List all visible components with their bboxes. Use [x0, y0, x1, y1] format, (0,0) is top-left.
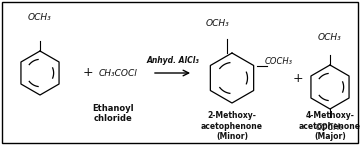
Text: 4-Methoxy-
acetophenone
(Major): 4-Methoxy- acetophenone (Major) [299, 111, 360, 141]
Text: OCH₃: OCH₃ [206, 19, 230, 28]
Text: OCH₃: OCH₃ [318, 32, 342, 41]
Text: OCH₃: OCH₃ [28, 12, 52, 21]
Text: +: + [293, 71, 303, 85]
Text: COCH₃: COCH₃ [265, 57, 293, 66]
Text: Ethanoyl
chloride: Ethanoyl chloride [92, 104, 134, 123]
Text: CH₃COCl: CH₃COCl [99, 68, 138, 77]
Text: 2-Methoxy-
acetophenone
(Minor): 2-Methoxy- acetophenone (Minor) [201, 111, 263, 141]
Text: +: + [83, 67, 93, 79]
Text: Anhyd. AlCl₃: Anhyd. AlCl₃ [146, 56, 199, 65]
Text: COCH₃: COCH₃ [316, 123, 344, 132]
